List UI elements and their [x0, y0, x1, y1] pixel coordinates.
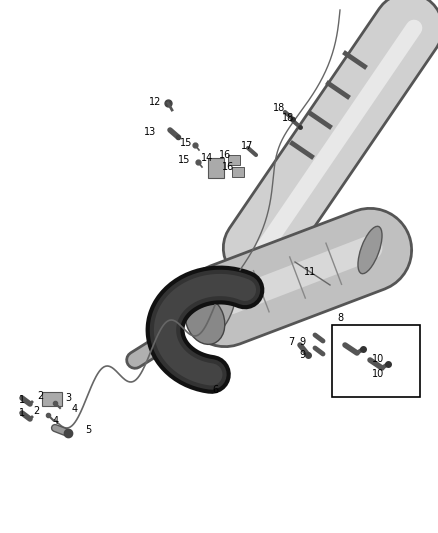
- Text: 2: 2: [33, 406, 39, 416]
- Text: 3: 3: [65, 393, 71, 403]
- Bar: [42, 392, 62, 406]
- Text: 9: 9: [299, 337, 305, 347]
- Text: 18: 18: [273, 103, 285, 113]
- Text: 16: 16: [219, 150, 231, 160]
- Text: 15: 15: [178, 155, 190, 165]
- Text: 18: 18: [282, 113, 294, 123]
- Text: 12: 12: [149, 97, 161, 107]
- Text: 2: 2: [37, 391, 43, 401]
- Bar: [228, 155, 240, 165]
- Text: 13: 13: [144, 127, 156, 137]
- Ellipse shape: [208, 280, 236, 334]
- Text: 9: 9: [299, 350, 305, 360]
- Text: 6: 6: [212, 385, 218, 395]
- Text: 4: 4: [72, 404, 78, 414]
- Text: 7: 7: [288, 337, 294, 347]
- Text: 10: 10: [372, 369, 384, 379]
- Text: 11: 11: [304, 267, 316, 277]
- Ellipse shape: [358, 227, 382, 273]
- Text: 16: 16: [222, 162, 234, 172]
- Bar: [332, 325, 420, 397]
- Text: 5: 5: [85, 425, 91, 435]
- Text: 1: 1: [19, 395, 25, 405]
- Ellipse shape: [185, 296, 225, 344]
- Bar: [232, 167, 244, 177]
- Text: 17: 17: [241, 141, 253, 151]
- Text: 15: 15: [180, 138, 192, 148]
- Text: 8: 8: [337, 313, 343, 323]
- Text: 14: 14: [201, 153, 213, 163]
- Text: 10: 10: [372, 354, 384, 364]
- Text: 1: 1: [19, 408, 25, 418]
- Bar: [208, 158, 224, 178]
- Text: 4: 4: [53, 416, 59, 426]
